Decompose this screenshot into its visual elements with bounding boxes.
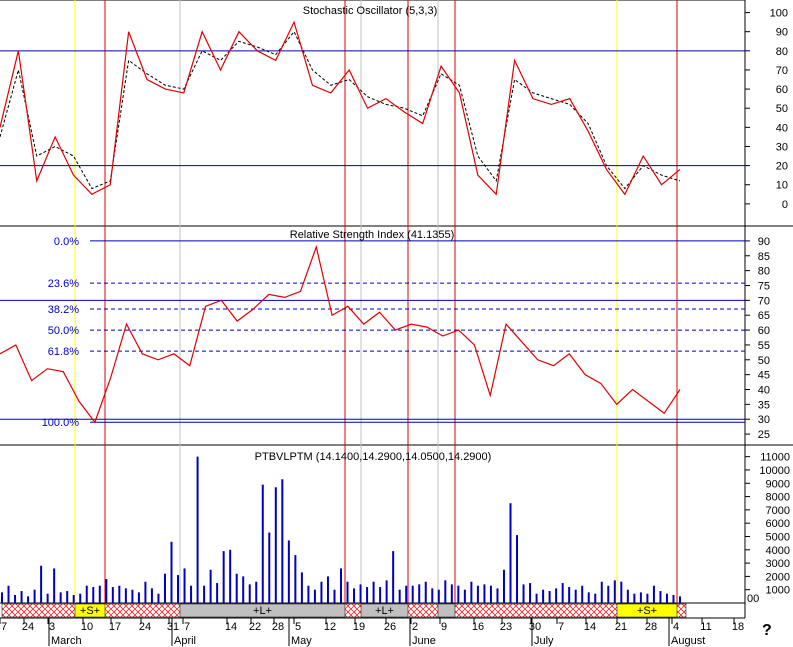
rsi-tick-label: 60 xyxy=(758,325,770,337)
stochastic-d-line xyxy=(0,30,681,190)
stochastic-tick-label: 60 xyxy=(776,84,788,96)
rsi-tick-label: 75 xyxy=(758,280,770,292)
signal-zone-label: +S+ xyxy=(637,605,657,617)
signal-zone-label: +L+ xyxy=(375,605,394,617)
day-label: 30 xyxy=(529,621,541,633)
rsi-line xyxy=(0,244,681,424)
day-label: 24 xyxy=(139,621,151,633)
day-label: 12 xyxy=(324,621,336,633)
volume-tick-label: 8000 xyxy=(766,492,790,504)
month-label: July xyxy=(534,635,554,647)
rsi-tick-label: 40 xyxy=(758,385,770,397)
volume-title: PTBVLPTM (14.1400,14.2900,14.0500,14.290… xyxy=(255,451,492,463)
day-label: 14 xyxy=(584,621,596,633)
day-label: 10 xyxy=(81,621,93,633)
rsi-tick-label: 50 xyxy=(758,355,770,367)
stochastic-tick-label: 0 xyxy=(782,199,788,211)
stochastic-tick-label: 20 xyxy=(776,161,788,173)
stochastic-tick-label: 50 xyxy=(776,103,788,115)
signal-zone-short xyxy=(616,603,678,618)
day-label: 3 xyxy=(49,621,55,633)
month-label: April xyxy=(174,635,196,647)
fibonacci-level-label: 50.0% xyxy=(48,325,79,337)
day-label: 9 xyxy=(441,621,447,633)
day-label: 21 xyxy=(615,621,627,633)
fibonacci-level-label: 100.0% xyxy=(42,417,80,429)
stochastic-title: Stochastic Oscillator (5,3,3) xyxy=(303,5,438,17)
rsi-tick-label: 70 xyxy=(758,295,770,307)
day-label: 5 xyxy=(295,621,301,633)
volume-tick-label: 2000 xyxy=(766,571,790,583)
rsi-tick-label: 25 xyxy=(758,429,770,441)
day-label: 14 xyxy=(225,621,237,633)
stochastic-k-line xyxy=(0,20,681,196)
help-icon[interactable]: ? xyxy=(762,622,772,639)
rsi-tick-label: 30 xyxy=(758,414,770,426)
rsi-tick-label: 45 xyxy=(758,370,770,382)
day-label: 24 xyxy=(22,621,34,633)
month-label: March xyxy=(51,635,82,647)
rsi-panel: 0.0% 23.6% 38.2% 50.0% 61.8% 100.0% 90 85 80 75 70… xyxy=(0,236,770,441)
date-axis: 7 24 3 10 17 24 31 7 14 22 28 5 12 19 26 2 9 16 23 30 7 14 21 2… xyxy=(0,618,744,647)
volume-tick-label: 1000 xyxy=(766,585,790,597)
stochastic-tick-label: 40 xyxy=(776,122,788,134)
volume-tick-label: 4000 xyxy=(766,545,790,557)
fibonacci-level-label: 38.2% xyxy=(48,304,79,316)
rsi-tick-label: 65 xyxy=(758,310,770,322)
day-label: 4 xyxy=(673,621,679,633)
stochastic-tick-label: 70 xyxy=(776,65,788,77)
signal-zone-long xyxy=(360,603,409,618)
rsi-tick-label: 85 xyxy=(758,251,770,263)
signal-zone-label: +L+ xyxy=(253,605,272,617)
volume-tick-label: 00 xyxy=(747,593,759,605)
day-label: 17 xyxy=(109,621,121,633)
stochastic-tick-label: 90 xyxy=(776,27,788,39)
day-label: 28 xyxy=(645,621,657,633)
volume-tick-label: 5000 xyxy=(766,531,790,543)
stochastic-tick-label: 80 xyxy=(776,46,788,58)
volume-tick-label: 6000 xyxy=(766,518,790,530)
signal-zone-short xyxy=(74,603,106,618)
day-label: 22 xyxy=(249,621,261,633)
stochastic-tick-label: 100 xyxy=(770,8,788,20)
day-label: 18 xyxy=(732,621,744,633)
stochastic-tick-label: 10 xyxy=(776,180,788,192)
volume-tick-label: 11000 xyxy=(760,452,790,464)
fibonacci-level-label: 0.0% xyxy=(54,236,79,248)
volume-tick-label: 7000 xyxy=(766,505,790,517)
day-label: 31 xyxy=(167,621,179,633)
day-label: 23 xyxy=(500,621,512,633)
volume-tick-label: 3000 xyxy=(766,558,790,570)
rsi-tick-label: 55 xyxy=(758,340,770,352)
day-label: 2 xyxy=(412,621,418,633)
fibonacci-level-label: 23.6% xyxy=(48,278,79,290)
day-label: 28 xyxy=(272,621,284,633)
day-label: 7 xyxy=(184,621,190,633)
rsi-tick-label: 80 xyxy=(758,266,770,278)
day-label: 11 xyxy=(700,621,711,633)
rsi-tick-label: 35 xyxy=(758,399,770,411)
day-label: 7 xyxy=(558,621,564,633)
fibonacci-level-label: 61.8% xyxy=(48,346,79,358)
day-label: 26 xyxy=(384,621,396,633)
day-label: 7 xyxy=(1,621,7,633)
volume-tick-label: 10000 xyxy=(759,465,790,477)
signal-zone-long xyxy=(179,603,346,618)
rsi-title: Relative Strength Index (41.1355) xyxy=(290,229,455,241)
day-label: 16 xyxy=(472,621,484,633)
month-label: May xyxy=(291,635,312,647)
month-label: June xyxy=(412,635,436,647)
rsi-tick-label: 90 xyxy=(758,236,770,248)
signal-vertical-lines xyxy=(74,0,678,603)
signal-zone-neutral-gray xyxy=(437,603,456,618)
stochastic-tick-label: 30 xyxy=(776,141,788,153)
day-label: 19 xyxy=(353,621,365,633)
signal-zone-label: +S+ xyxy=(80,605,100,617)
month-label: August xyxy=(671,635,705,647)
signal-bar: +S+ +L+ +L+ +S+ xyxy=(1,603,687,618)
volume-tick-label: 9000 xyxy=(766,478,790,490)
